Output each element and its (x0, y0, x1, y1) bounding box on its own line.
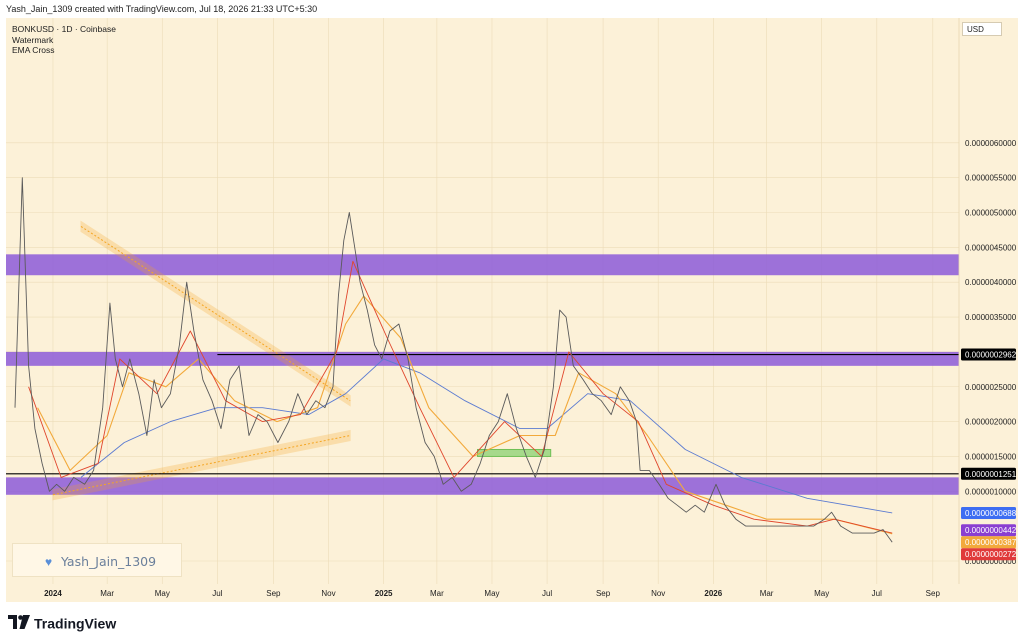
x-tick-label: 2026 (704, 589, 722, 598)
triangle-lower-line (52, 429, 351, 501)
x-tick-label: Mar (760, 589, 774, 598)
y-tick-label: 0.0000040000 (965, 278, 1017, 287)
ema-mid-line (37, 295, 893, 535)
indicator-price-tag-bg (961, 507, 1016, 520)
level-price-tag: 0.0000002962 (965, 351, 1017, 360)
indicator-price-tag-bg (961, 536, 1016, 549)
x-tick-label: Sep (266, 589, 281, 598)
y-tick-label: 0.0000035000 (965, 313, 1017, 322)
y-tick-label: 0.0000015000 (965, 452, 1017, 461)
x-tick-label: May (484, 589, 499, 598)
x-tick-label: Nov (321, 589, 335, 598)
y-tick-label: 0.0000050000 (965, 209, 1017, 218)
indicator-price-tag: 0.0000000688 (965, 509, 1017, 518)
level-price-tag-bg (961, 348, 1016, 361)
price-chart[interactable]: 0.0000000000 0.0000010000 0.0000015000 0.00… (6, 18, 1018, 602)
chart-area[interactable] (6, 18, 1018, 602)
currency-selector[interactable]: USD (962, 22, 1002, 36)
chart-caption: Yash_Jain_1309 created with TradingView.… (6, 4, 318, 14)
ema-cross-indicator[interactable]: EMA Cross (12, 45, 55, 55)
resistance-zone (6, 477, 959, 495)
indicator-price-tag: 0.0000000272 (965, 550, 1017, 559)
ema-fast-line (28, 260, 893, 534)
level-price-tag-bg (961, 467, 1016, 480)
y-tick-label: 0.0000020000 (965, 418, 1017, 427)
symbol-line[interactable]: BONKUSD · 1D · Coinbase (12, 24, 116, 34)
brand-name: TradingView (34, 615, 117, 632)
x-tick-label: Jul (542, 589, 552, 598)
level-price-tag: 0.0000001251 (965, 470, 1017, 479)
y-tick-label: 0.0000055000 (965, 174, 1017, 183)
indicator-price-tag-bg (961, 524, 1016, 537)
x-tick-label: 2024 (44, 589, 62, 598)
resistance-zone (6, 351, 959, 366)
tradingview-logo-icon (8, 614, 30, 632)
signature-watermark: ♥ Yash_Jain_1309 (12, 543, 182, 577)
x-tick-label: 2025 (375, 589, 393, 598)
y-tick-label: 0.0000025000 (965, 383, 1017, 392)
x-tick-label: Jul (872, 589, 882, 598)
resistance-zone (6, 254, 959, 276)
watermark-indicator[interactable]: Watermark (12, 34, 54, 45)
x-tick-label: Nov (651, 589, 665, 598)
triangle-lower-line-center (52, 435, 351, 496)
chart-legend: BONKUSD · 1D · Coinbase Watermark EMA Cr… (12, 24, 116, 56)
x-tick-label: May (814, 589, 829, 598)
x-tick-label: May (155, 589, 170, 598)
x-tick-label: Sep (596, 589, 611, 598)
price-line (14, 177, 893, 543)
indicator-price-tag: 0.0000000387 (965, 538, 1017, 547)
x-tick-label: Jul (212, 589, 222, 598)
signature-name: Yash_Jain_1309 (61, 554, 157, 569)
accumulation-box (477, 448, 552, 457)
indicator-price-tag: 0.0000000442 (965, 526, 1017, 535)
x-tick-label: Mar (100, 589, 114, 598)
y-tick-label: 0.0000045000 (965, 243, 1017, 252)
triangle-upper-line-center (80, 226, 351, 402)
y-tick-label: 0.0000010000 (965, 487, 1017, 496)
tradingview-brand[interactable]: TradingView (8, 614, 116, 632)
heart-icon: ♥ (45, 555, 53, 569)
x-tick-label: Sep (926, 589, 941, 598)
y-tick-label: 0.0000000000 (965, 557, 1017, 566)
y-tick-label: 0.0000060000 (965, 139, 1017, 148)
x-tick-label: Mar (430, 589, 444, 598)
indicator-price-tag-bg (961, 548, 1016, 561)
ema-slow-line (80, 358, 893, 514)
